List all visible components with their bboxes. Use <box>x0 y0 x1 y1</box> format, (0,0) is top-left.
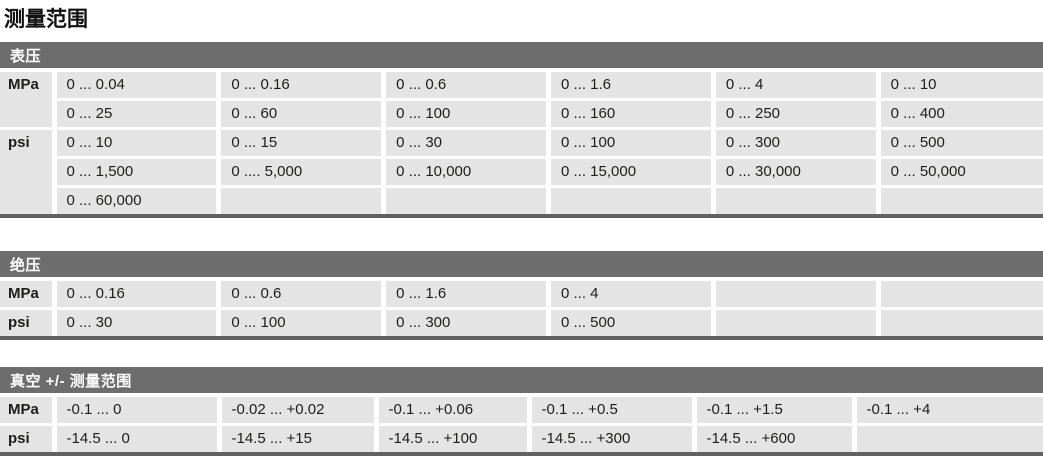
absolute-pressure-header-bar: 绝压 <box>0 251 1043 277</box>
range-cell: -0.02 ... +0.02 <box>219 397 379 426</box>
range-cell: 0 ... 100 <box>383 99 551 130</box>
range-cell: 0 ... 60 <box>218 99 387 130</box>
gauge-pressure-grid: MPa 0 ... 0.04 0 ... 0.16 0 ... 0.6 0 ..… <box>0 72 1043 214</box>
range-cell: 0 ... 160 <box>548 99 716 130</box>
row-label-psi: psi <box>0 308 57 336</box>
range-cell <box>713 308 881 336</box>
range-cell: 0 ... 0.04 <box>54 72 222 101</box>
table-bottom-border <box>0 336 1043 340</box>
range-cell: 0 ... 0.16 <box>218 72 387 101</box>
range-cell <box>218 186 387 214</box>
range-cell: -0.1 ... +0.5 <box>529 397 697 426</box>
page-title: 测量范围 <box>4 8 88 31</box>
range-cell: 0 ... 30,000 <box>713 157 881 188</box>
range-cell: 0 ... 500 <box>878 128 1043 159</box>
range-cell <box>878 308 1043 336</box>
row-label-psi: psi <box>0 424 57 452</box>
row-label-mpa: MPa <box>0 72 57 130</box>
range-cell: 0 ... 0.6 <box>218 281 387 310</box>
table-row: 0 ... 25 0 ... 60 0 ... 100 0 ... 160 0 … <box>0 99 1043 130</box>
range-cell: 0 ... 100 <box>548 128 716 159</box>
range-cell: 0 ... 400 <box>878 99 1043 130</box>
range-cell: 0 ... 500 <box>548 308 716 336</box>
range-cell: 0 ... 1.6 <box>548 72 716 101</box>
range-cell: 0 ... 15,000 <box>548 157 716 188</box>
range-cell <box>548 186 716 214</box>
range-cell: 0 ... 300 <box>383 308 551 336</box>
range-cell: 0 ... 25 <box>54 99 222 130</box>
range-cell: -0.1 ... 0 <box>54 397 222 426</box>
range-cell: -14.5 ... 0 <box>54 424 222 452</box>
vacuum-range-header-bar: 真空 +/- 测量范围 <box>0 367 1043 393</box>
range-cell <box>854 424 1043 452</box>
range-cell: 0 ... 0.16 <box>54 281 222 310</box>
range-cell: 0 ... 1.6 <box>383 281 551 310</box>
range-cell: -14.5 ... +100 <box>376 424 532 452</box>
range-cell: 0 ... 10 <box>54 128 222 159</box>
table-bottom-border <box>0 452 1043 456</box>
range-cell: 0 ... 100 <box>218 308 387 336</box>
range-cell: 0 ... 30 <box>54 308 222 336</box>
range-cell: 0 ... 30 <box>383 128 551 159</box>
absolute-pressure-header-label: 绝压 <box>10 256 42 274</box>
table-row: MPa 0 ... 0.04 0 ... 0.16 0 ... 0.6 0 ..… <box>0 72 1043 130</box>
range-cell: -0.1 ... +4 <box>854 397 1043 426</box>
vacuum-range-grid: MPa -0.1 ... 0 -0.02 ... +0.02 -0.1 ... … <box>0 397 1043 452</box>
range-cell: 0 ... 4 <box>548 281 716 310</box>
vacuum-range-table: 真空 +/- 测量范围 MPa -0.1 ... 0 -0.02 ... +0.… <box>0 367 1043 456</box>
vacuum-range-header-label: 真空 +/- 测量范围 <box>10 372 132 390</box>
range-cell <box>878 186 1043 214</box>
absolute-pressure-grid: MPa 0 ... 0.16 0 ... 0.6 0 ... 1.6 0 ...… <box>0 281 1043 336</box>
row-label-mpa: MPa <box>0 397 57 426</box>
range-cell <box>383 186 551 214</box>
table-row: MPa -0.1 ... 0 -0.02 ... +0.02 -0.1 ... … <box>0 397 1043 426</box>
row-label-mpa: MPa <box>0 281 57 310</box>
range-cell: 0 ... 4 <box>713 72 881 101</box>
range-cell <box>878 281 1043 310</box>
table-row: psi 0 ... 30 0 ... 100 0 ... 300 0 ... 5… <box>0 308 1043 336</box>
range-cell: 0 ... 50,000 <box>878 157 1043 188</box>
absolute-pressure-table: 绝压 MPa 0 ... 0.16 0 ... 0.6 0 ... 1.6 0 … <box>0 251 1043 340</box>
table-row: psi -14.5 ... 0 -14.5 ... +15 -14.5 ... … <box>0 424 1043 452</box>
range-cell: -14.5 ... +15 <box>219 424 379 452</box>
table-row: 0 ... 60,000 <box>0 186 1043 214</box>
measuring-range-document: 测量范围 表压 MPa 0 ... 0.04 0 ... 0.16 0 ... … <box>0 8 1043 456</box>
range-cell <box>713 186 881 214</box>
table-row: 0 ... 1,500 0 .... 5,000 0 ... 10,000 0 … <box>0 157 1043 188</box>
range-cell: 0 ... 0.6 <box>383 72 551 101</box>
gauge-pressure-header-bar: 表压 <box>0 42 1043 68</box>
gauge-pressure-table: 表压 MPa 0 ... 0.04 0 ... 0.16 0 ... 0.6 0… <box>0 42 1043 218</box>
range-cell: 0 ... 10,000 <box>383 157 551 188</box>
range-cell: -0.1 ... +0.06 <box>376 397 532 426</box>
row-label-psi: psi <box>0 128 57 214</box>
range-cell: 0 ... 250 <box>713 99 881 130</box>
range-cell: -0.1 ... +1.5 <box>694 397 857 426</box>
table-bottom-border <box>0 214 1043 218</box>
range-cell: 0 .... 5,000 <box>218 157 387 188</box>
range-cell: -14.5 ... +300 <box>529 424 697 452</box>
table-row: psi 0 ... 10 0 ... 15 0 ... 30 0 ... 100… <box>0 128 1043 214</box>
range-cell: 0 ... 60,000 <box>54 186 222 214</box>
gauge-pressure-header-label: 表压 <box>10 47 42 65</box>
table-row: MPa 0 ... 0.16 0 ... 0.6 0 ... 1.6 0 ...… <box>0 281 1043 310</box>
range-cell: 0 ... 10 <box>878 72 1043 101</box>
range-cell: 0 ... 15 <box>218 128 387 159</box>
range-cell <box>713 281 881 310</box>
range-cell: 0 ... 1,500 <box>54 157 222 188</box>
range-cell: 0 ... 300 <box>713 128 881 159</box>
range-cell: -14.5 ... +600 <box>694 424 857 452</box>
